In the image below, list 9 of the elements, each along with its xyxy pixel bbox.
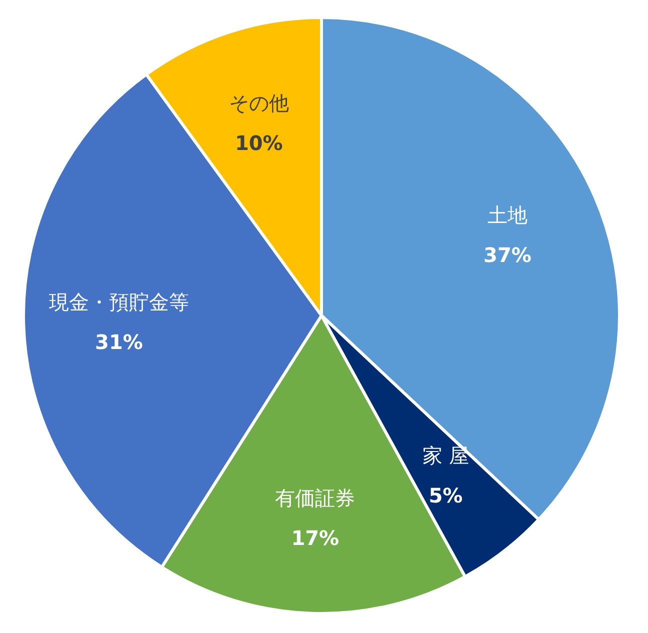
data-label: 10% (234, 130, 283, 155)
data-label: 5% (428, 484, 463, 508)
slice-label: 現金・預貯金等 (48, 290, 189, 314)
data-label: 17% (291, 526, 340, 550)
slice-label: 土地 (487, 203, 528, 228)
slice-label: その他 (228, 90, 289, 115)
data-label: 31% (95, 330, 143, 354)
data-label: 37% (484, 243, 532, 268)
slice-label: 有価証券 (275, 486, 356, 510)
